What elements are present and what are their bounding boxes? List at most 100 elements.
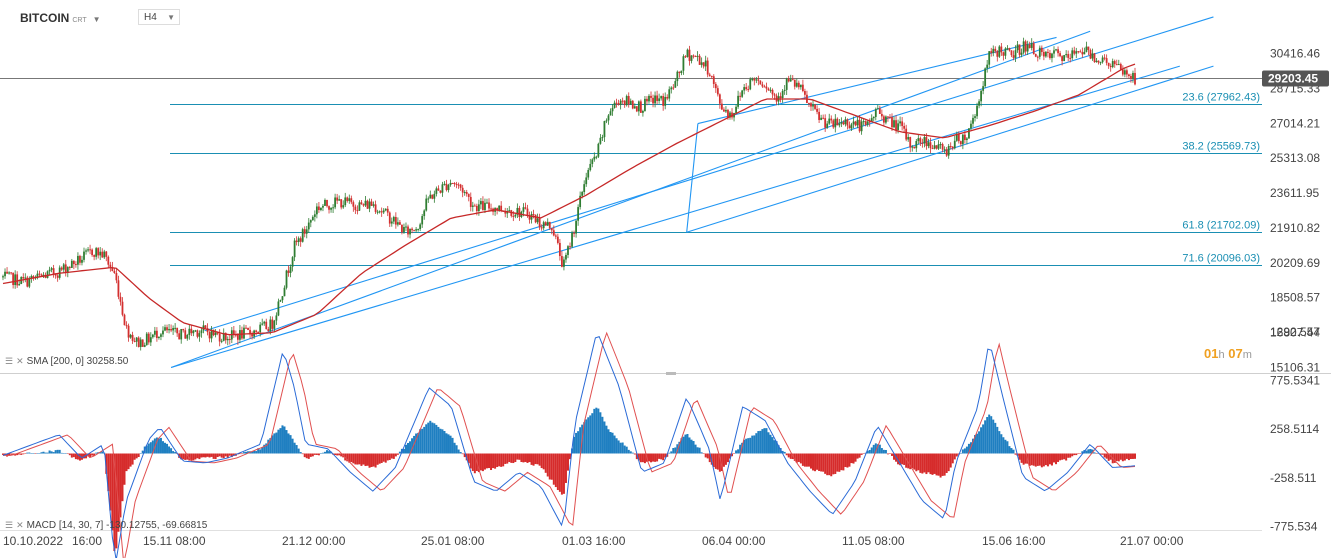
candle-body: [951, 146, 954, 149]
macd-histogram-bar: [617, 440, 620, 454]
macd-histogram-bar: [757, 431, 760, 454]
candle-body: [151, 334, 154, 338]
candle-body: [469, 196, 472, 207]
candle-body: [763, 86, 766, 88]
macd-histogram-bar: [123, 453, 126, 485]
macd-histogram-bar: [222, 453, 225, 459]
candle-body: [362, 204, 365, 206]
macd-histogram-bar: [1067, 453, 1070, 458]
candle-body: [1053, 50, 1055, 54]
candle-body: [664, 96, 667, 106]
macd-histogram-bar: [1123, 453, 1126, 461]
candle-body: [1008, 48, 1011, 51]
candle-body: [42, 274, 45, 276]
macd-histogram-bar: [682, 436, 685, 454]
candle-body: [435, 188, 438, 194]
macd-histogram-bar: [982, 424, 985, 454]
macd-histogram-bar: [548, 453, 551, 480]
macd-histogram-bar: [1129, 453, 1132, 460]
candle-body: [279, 300, 282, 302]
candle-body: [889, 116, 891, 118]
macd-histogram-bar: [704, 453, 707, 458]
macd-histogram-bar: [378, 453, 381, 464]
macd-histogram-bar: [818, 453, 821, 471]
macd-histogram-bar: [352, 453, 355, 464]
candle-body: [712, 76, 715, 84]
candle-body: [727, 109, 729, 118]
macd-histogram-bar: [838, 453, 841, 472]
macd-histogram-bar: [812, 453, 815, 471]
candle-body: [581, 192, 584, 196]
candle-body: [878, 108, 881, 114]
candle-body: [980, 90, 982, 102]
candle-body: [423, 210, 426, 217]
macd-histogram-bar: [502, 453, 505, 467]
macd-histogram-bar: [271, 435, 274, 454]
candle-body: [670, 87, 673, 90]
candle-body: [437, 188, 440, 191]
candle-body: [401, 224, 403, 233]
candle-body: [1047, 51, 1049, 53]
candle-body: [516, 207, 519, 215]
macd-histogram-bar: [897, 453, 900, 465]
macd-histogram-bar: [524, 453, 527, 462]
candle-body: [917, 138, 920, 142]
candle-body: [451, 182, 454, 184]
candle-body: [605, 120, 608, 122]
macd-histogram-bar: [265, 443, 268, 454]
candle-body: [625, 96, 628, 106]
timeframe-dropdown[interactable]: H4 ▼: [138, 9, 180, 25]
candle-body: [953, 140, 956, 149]
close-icon[interactable]: ✕: [16, 356, 24, 366]
macd-histogram-bar: [135, 453, 138, 459]
macd-histogram-bar: [164, 442, 167, 454]
candle-body: [1081, 52, 1084, 55]
macd-histogram-bar: [285, 430, 288, 454]
symbol-selector[interactable]: BITCOIN CRT ▼: [20, 11, 101, 25]
macd-axis-label: 1292.557: [1270, 325, 1320, 339]
macd-histogram-bar: [1125, 453, 1128, 459]
macd-histogram-bar: [20, 453, 23, 455]
macd-histogram-bar: [998, 431, 1001, 454]
macd-histogram-bar: [157, 438, 160, 454]
macd-histogram-bar: [860, 453, 863, 455]
macd-histogram-bar: [477, 453, 480, 473]
time-axis-label: 15.11 08:00: [143, 534, 206, 548]
candle-body: [718, 94, 721, 104]
close-icon[interactable]: ✕: [16, 520, 24, 530]
candle-body: [232, 330, 235, 335]
candle-body: [919, 138, 922, 143]
candle-body: [135, 337, 138, 342]
candle-body: [119, 296, 122, 302]
macd-histogram-bar: [95, 452, 98, 454]
candle-body: [40, 274, 43, 276]
macd-histogram-bar: [619, 442, 622, 454]
candle-body: [1010, 50, 1013, 56]
candle-body: [257, 331, 260, 333]
macd-histogram-bar: [328, 451, 331, 454]
macd-histogram-bar: [532, 453, 535, 466]
settings-list-icon[interactable]: ☰: [5, 356, 14, 366]
macd-histogram-bar: [1095, 453, 1098, 454]
price-axis-label: 23611.95: [1270, 186, 1319, 200]
macd-histogram-bar: [852, 453, 855, 464]
candle-body: [413, 230, 415, 232]
candle-body: [103, 251, 106, 258]
candle-body: [482, 201, 484, 211]
macd-histogram-bar: [459, 452, 462, 454]
candle-body: [1065, 54, 1068, 56]
settings-list-icon[interactable]: ☰: [5, 520, 14, 530]
macd-histogram-bar: [350, 453, 353, 463]
candle-body: [548, 221, 551, 229]
macd-histogram-bar: [83, 453, 86, 459]
candle-body: [522, 207, 525, 212]
macd-histogram-bar: [404, 444, 407, 454]
macd-histogram-bar: [824, 453, 827, 474]
macd-histogram-bar: [984, 420, 987, 454]
macd-histogram-bar: [629, 451, 632, 454]
macd-histogram-bar: [678, 441, 681, 454]
candle-body: [1051, 53, 1053, 59]
macd-histogram-bar: [467, 453, 470, 464]
